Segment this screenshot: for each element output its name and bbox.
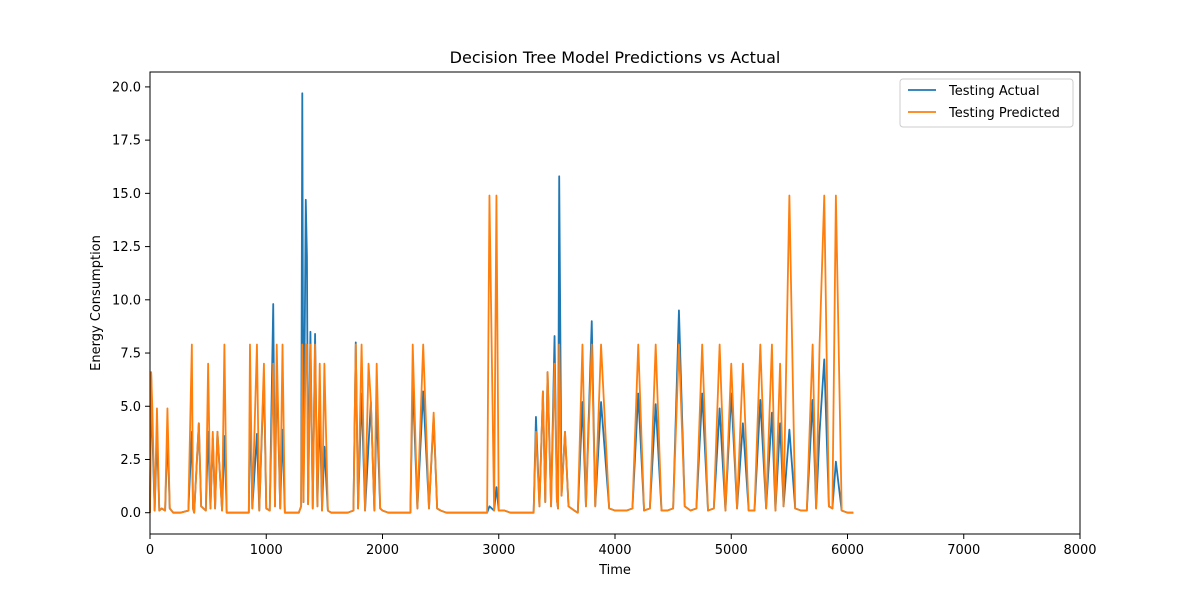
x-tick-label: 3000: [482, 543, 515, 558]
y-tick-label: 12.5: [112, 240, 141, 255]
y-tick-label: 15.0: [112, 187, 141, 202]
series-line-1: [149, 194, 854, 514]
legend: Testing Actual Testing Predicted: [899, 78, 1074, 128]
y-tick-label: 7.5: [120, 347, 141, 362]
x-tick-label: 6000: [831, 543, 864, 558]
y-tick-label: 10.0: [112, 293, 141, 308]
x-axis: 0 1000 2000 3000 4000 5000 6000 7000 8000: [146, 534, 1097, 558]
x-axis-label: Time: [598, 563, 631, 578]
x-tick-label: 1000: [250, 543, 283, 558]
y-axis: 0.0 2.5 5.0 7.5 10.0 12.5 15.0 17.5 20.0: [112, 80, 150, 521]
y-tick-label: 2.5: [120, 453, 141, 468]
legend-label-predicted: Testing Predicted: [948, 106, 1060, 121]
x-tick-label: 0: [146, 543, 154, 558]
x-tick-label: 5000: [715, 543, 748, 558]
plot-area: [150, 72, 1080, 534]
x-tick-label: 2000: [366, 543, 399, 558]
y-tick-label: 5.0: [120, 400, 141, 415]
series-layer: [149, 92, 854, 514]
y-tick-label: 20.0: [112, 80, 141, 95]
y-tick-label: 0.0: [120, 506, 141, 521]
x-tick-label: 7000: [947, 543, 980, 558]
legend-label-actual: Testing Actual: [948, 84, 1040, 99]
axes-background: [150, 72, 1080, 534]
y-tick-label: 17.5: [112, 134, 141, 149]
chart-title: Decision Tree Model Predictions vs Actua…: [450, 48, 781, 67]
x-tick-label: 4000: [598, 543, 631, 558]
y-axis-label: Energy Consumption: [89, 235, 104, 371]
legend-box: [899, 78, 1074, 128]
x-tick-label: 8000: [1063, 543, 1096, 558]
